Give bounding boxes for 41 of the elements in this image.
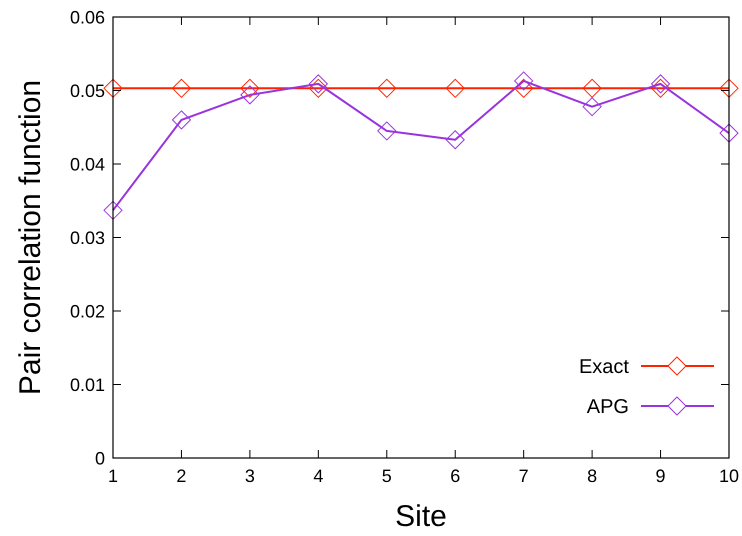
point bbox=[720, 124, 738, 143]
point bbox=[651, 74, 670, 94]
point bbox=[582, 78, 602, 98]
point bbox=[172, 110, 191, 130]
y-tick-label: 0.03 bbox=[70, 228, 105, 248]
y-tick-label: 0.02 bbox=[70, 301, 105, 322]
point bbox=[172, 78, 191, 98]
x-tick-label: 6 bbox=[450, 466, 460, 486]
legend-label: APG bbox=[586, 396, 629, 418]
x-tick-label: 10 bbox=[718, 466, 740, 486]
point bbox=[446, 78, 465, 98]
point bbox=[104, 200, 122, 220]
y-tick-label: 0.05 bbox=[70, 80, 105, 101]
point bbox=[308, 78, 328, 98]
legend-label: Exact bbox=[578, 356, 630, 378]
x-tick-label: 4 bbox=[313, 466, 324, 486]
y-axis-title: Pair correlation function bbox=[14, 80, 47, 396]
x-axis-title: Site bbox=[395, 500, 447, 533]
point bbox=[651, 78, 670, 98]
y-tick-label: 0.01 bbox=[70, 374, 105, 395]
point bbox=[377, 78, 396, 98]
point bbox=[582, 97, 602, 116]
y-tick-label: 0.04 bbox=[70, 154, 105, 174]
point bbox=[240, 78, 260, 98]
x-tick-label: 7 bbox=[518, 466, 529, 486]
x-tick-label: 5 bbox=[382, 466, 392, 486]
point bbox=[240, 85, 260, 104]
x-tick-label: 8 bbox=[587, 466, 598, 486]
point bbox=[446, 130, 465, 150]
x-tick-label: 9 bbox=[656, 466, 666, 486]
x-tick-label: 2 bbox=[176, 466, 186, 486]
point bbox=[514, 78, 534, 98]
x-tick-label: 3 bbox=[244, 466, 255, 486]
y-tick-label: 0.06 bbox=[70, 7, 105, 28]
point bbox=[104, 78, 122, 98]
y-tick-label: 0 bbox=[94, 448, 105, 468]
x-tick-label: 1 bbox=[108, 466, 118, 486]
point bbox=[514, 71, 534, 90]
point bbox=[377, 121, 396, 140]
point bbox=[720, 78, 738, 98]
point bbox=[308, 74, 328, 94]
